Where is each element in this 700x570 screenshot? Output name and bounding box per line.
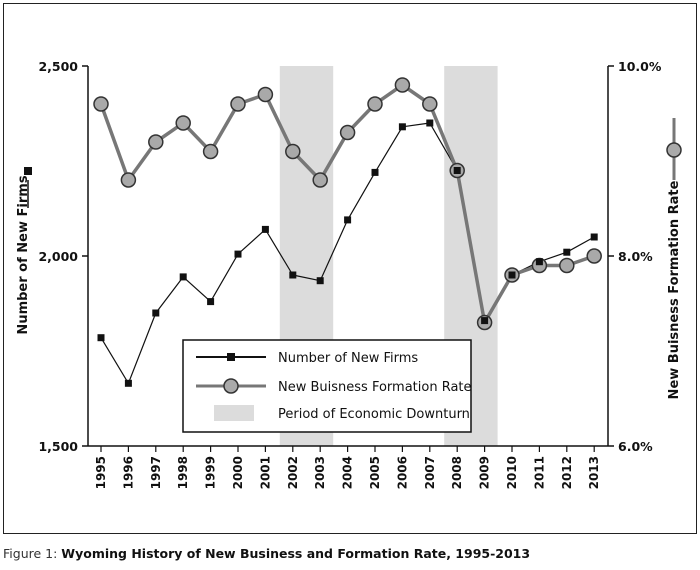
point-formation-rate-2003	[312, 172, 328, 188]
x-tick-label-2010: 2010	[505, 456, 519, 489]
legend: Number of New Firms New Buisness Formati…	[182, 339, 472, 433]
left-axis-ticks: 2,500 2,000 1,500	[38, 59, 88, 454]
point-new-firms-2006	[398, 123, 406, 131]
point-new-firms-2005	[371, 168, 379, 176]
point-new-firms-1996	[124, 379, 132, 387]
point-new-firms-2013	[590, 233, 598, 241]
legend-firms-marker	[227, 353, 235, 361]
legend-downturn-label: Period of Economic Downturn	[278, 407, 470, 422]
point-new-firms-2007	[426, 119, 434, 127]
point-formation-rate-2000	[230, 96, 246, 112]
right-axis-title-group: New Buisness Formation Rate	[666, 118, 682, 399]
x-tick-label-2000: 2000	[231, 456, 245, 489]
point-new-firms-2000	[234, 250, 242, 258]
x-tick-label-2004: 2004	[341, 456, 355, 489]
left-axis-title-square-marker	[24, 167, 32, 175]
left-tick-label: 2,000	[38, 249, 78, 264]
point-formation-rate-1998	[175, 115, 191, 131]
x-tick-label-1995: 1995	[94, 456, 108, 489]
point-formation-rate-1996	[120, 172, 137, 188]
left-tick-label: 1,500	[38, 439, 78, 454]
x-tick-label-2005: 2005	[368, 456, 382, 489]
x-tick-label-2009: 2009	[478, 456, 492, 489]
point-new-firms-1997	[152, 309, 160, 317]
x-tick-label-2013: 2013	[587, 456, 601, 489]
left-axis-title: Number of New Firms	[16, 175, 31, 334]
legend-downturn-swatch	[214, 405, 254, 421]
point-formation-rate-2012	[559, 257, 575, 274]
point-formation-rate-2005	[367, 96, 383, 112]
point-new-firms-2002	[289, 271, 297, 279]
point-new-firms-2012	[563, 248, 571, 256]
right-tick-label: 10.0%	[618, 59, 662, 74]
x-tick-label-2007: 2007	[423, 456, 437, 489]
right-axis-title-circle-marker	[666, 142, 682, 158]
x-axis-ticks: 1995 1996 1997 1998 1999 2000 2001 2002 2003 2004…	[94, 446, 601, 489]
right-axis-title: New Buisness Formation Rate	[667, 180, 682, 399]
x-tick-label-1998: 1998	[176, 456, 190, 489]
point-new-firms-2008	[453, 167, 461, 174]
point-formation-rate-2001	[257, 86, 274, 103]
figure-caption-label: Figure 1:	[3, 546, 58, 561]
x-tick-label-2012: 2012	[560, 456, 574, 489]
right-tick-label: 8.0%	[618, 249, 653, 264]
chart-frame	[3, 3, 697, 534]
x-tick-label-2002: 2002	[286, 456, 300, 489]
point-new-firms-1999	[207, 298, 215, 306]
legend-firms-label: Number of New Firms	[278, 351, 418, 366]
point-new-firms-1998	[179, 273, 187, 281]
left-axis-title-group: Number of New Firms	[16, 167, 32, 335]
series-markers-group	[93, 77, 602, 387]
point-new-firms-2011	[535, 258, 543, 266]
point-formation-rate-2007	[422, 96, 438, 112]
point-formation-rate-1999	[202, 143, 219, 160]
point-new-firms-1995	[97, 334, 105, 342]
x-tick-label-2001: 2001	[258, 456, 272, 489]
point-formation-rate-1997	[148, 134, 164, 150]
x-tick-label-2003: 2003	[313, 456, 327, 489]
legend-rate-marker	[223, 378, 239, 394]
x-tick-label-2011: 2011	[532, 456, 546, 489]
legend-rate-label: New Buisness Formation Rate	[278, 380, 472, 395]
x-tick-label-1997: 1997	[149, 456, 163, 489]
right-tick-label: 6.0%	[618, 439, 653, 454]
x-tick-label-1996: 1996	[121, 456, 135, 489]
point-new-firms-2009	[481, 317, 489, 325]
point-new-firms-2003	[316, 277, 324, 285]
point-formation-rate-2002	[285, 143, 301, 160]
point-new-firms-2004	[344, 216, 352, 224]
left-tick-label: 2,500	[38, 59, 78, 74]
point-new-firms-2010	[508, 271, 516, 279]
point-formation-rate-1995	[93, 96, 109, 112]
point-formation-rate-2013	[586, 248, 602, 264]
point-formation-rate-2006	[394, 77, 411, 93]
x-tick-label-1999: 1999	[204, 456, 218, 489]
point-new-firms-2001	[261, 225, 269, 233]
x-tick-label-2008: 2008	[450, 456, 464, 489]
figure-caption-title: Wyoming History of New Business and Form…	[61, 546, 531, 561]
right-axis-ticks: 10.0% 8.0% 6.0%	[608, 59, 662, 454]
figure-caption: Figure 1: Wyoming History of New Busines…	[3, 546, 530, 561]
x-tick-label-2006: 2006	[395, 456, 409, 489]
point-formation-rate-2004	[339, 124, 356, 141]
